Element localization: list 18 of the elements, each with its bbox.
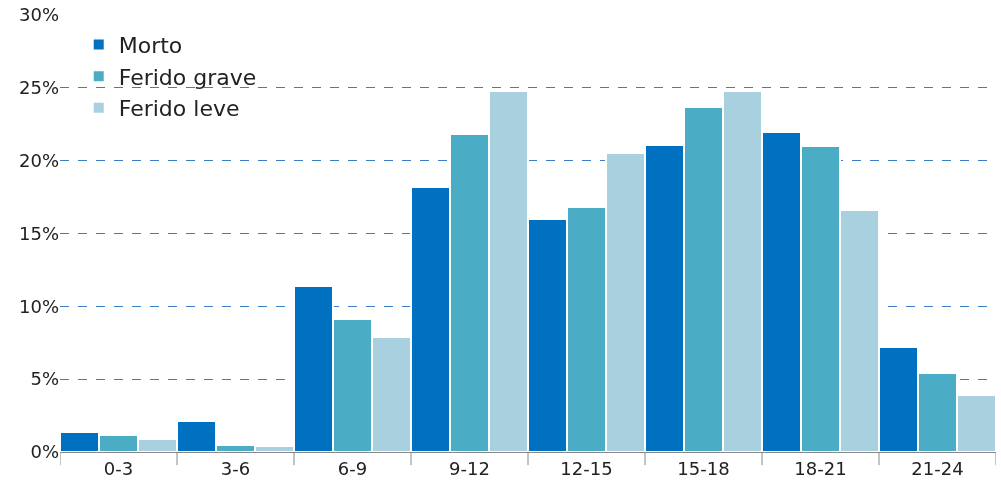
y-tick-label: 15% [18, 222, 59, 244]
x-tick-label: 9-12 [449, 457, 490, 479]
y-tick-label: 10% [18, 295, 59, 317]
x-tick-label: 21-24 [911, 457, 964, 479]
x-tick-label: 3-6 [220, 457, 251, 479]
x-tick-label: 0-3 [103, 457, 134, 479]
legend-label: Ferido leve [118, 96, 240, 122]
y-tick-label: 30% [18, 4, 59, 26]
x-tick-label: 18-21 [794, 457, 847, 479]
y-tick-label: 25% [18, 77, 59, 99]
legend-label: Ferido grave [118, 64, 257, 90]
x-tick-label: 15-18 [677, 457, 730, 479]
legend-label: Morto [118, 33, 183, 59]
x-tick-label: 6-9 [337, 457, 368, 479]
y-tick-label: 5% [30, 368, 59, 390]
x-tick-label: 12-15 [560, 457, 613, 479]
y-tick-label: 20% [18, 149, 59, 171]
y-tick-label: 0% [30, 441, 59, 463]
